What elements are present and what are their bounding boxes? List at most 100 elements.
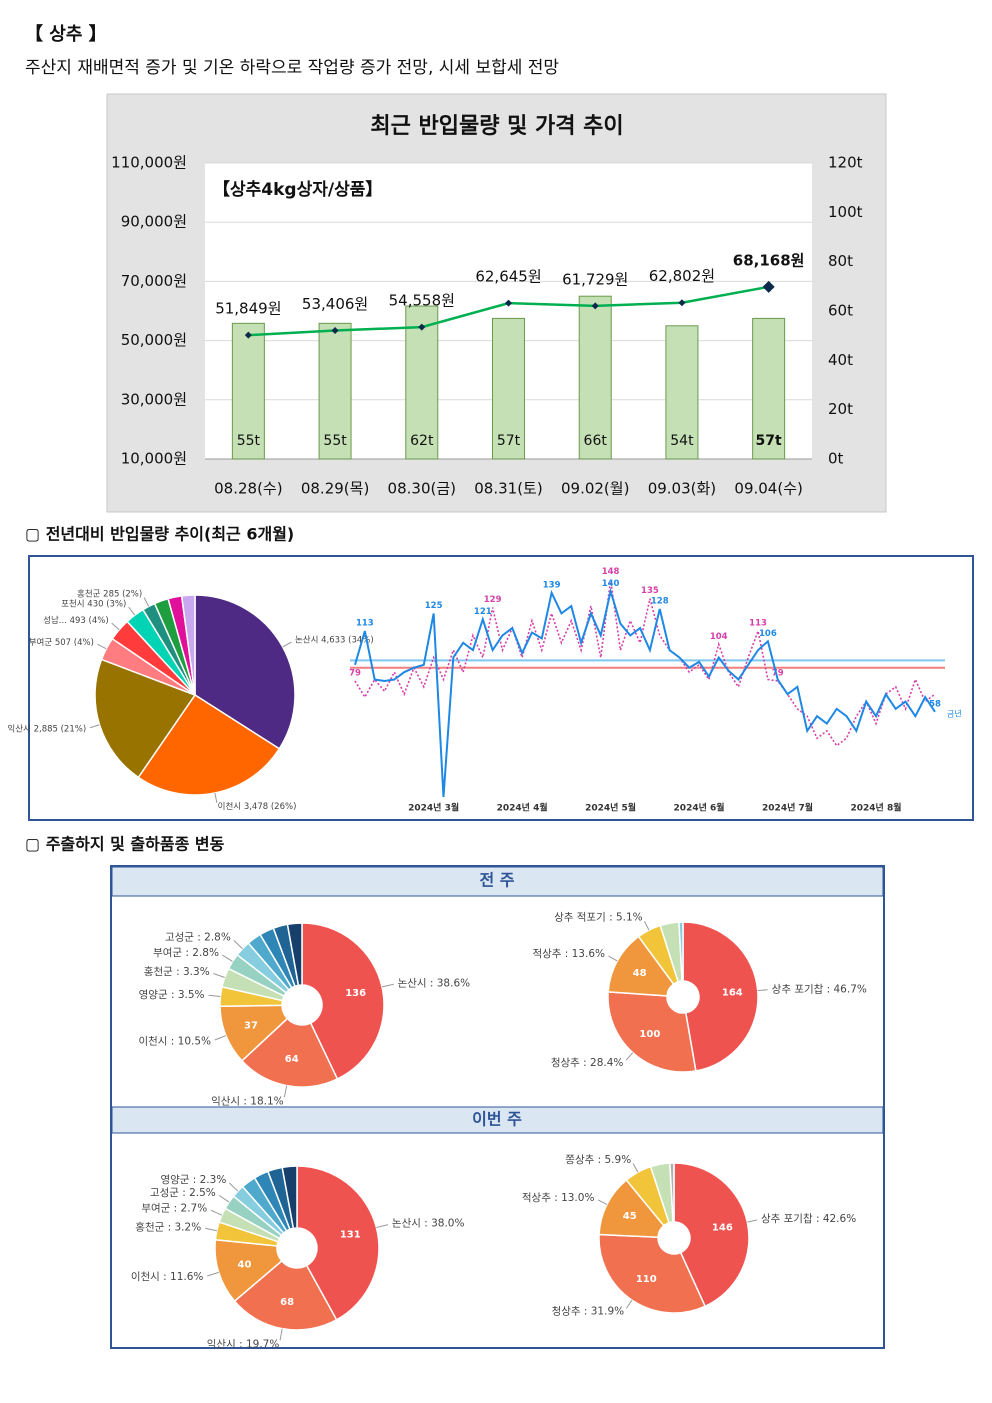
x-tick-label: 09.03(화) xyxy=(648,480,716,498)
point-label: 58 xyxy=(929,699,941,709)
panel-header xyxy=(111,866,884,897)
series-line xyxy=(354,579,936,747)
point-label: 113 xyxy=(749,619,767,629)
point-label: 125 xyxy=(425,601,443,611)
point-label: 129 xyxy=(484,595,502,605)
slice-value: 68 xyxy=(280,1297,294,1308)
slice xyxy=(301,922,385,1080)
slice-label: 영양군 : 3.5% xyxy=(139,989,205,1001)
slice xyxy=(669,1162,675,1223)
slice-label: 익산시 2,885 (21%) xyxy=(7,723,86,734)
slice-label: 쫑상추 : 5.9% xyxy=(565,1154,631,1166)
leader-line xyxy=(213,973,225,978)
price-label: 54,558원 xyxy=(389,292,455,310)
slice-label: 익산시 : 19.7% xyxy=(207,1338,280,1350)
leader-line xyxy=(747,1219,758,1223)
leader-line xyxy=(218,1194,230,1203)
slice-value: 136 xyxy=(345,988,366,999)
leader-line xyxy=(128,606,136,616)
leader-line xyxy=(204,1227,217,1232)
legend-label: 금년 xyxy=(947,708,962,718)
point-label: 140 xyxy=(602,579,620,589)
bar xyxy=(405,305,439,460)
slice xyxy=(607,935,675,997)
price-label: 68,168원 xyxy=(733,251,805,269)
slice xyxy=(233,1259,338,1331)
leader-line xyxy=(282,641,292,648)
slice-label: 고성군 : 2.8% xyxy=(165,932,231,944)
slice xyxy=(281,1165,298,1230)
x-tick-label: 2024년 4월 xyxy=(497,802,548,814)
point-label: 113 xyxy=(356,619,374,629)
slice-label: 상추 포기찹 : 42.6% xyxy=(761,1213,856,1225)
slice-value: 40 xyxy=(238,1259,252,1270)
price-marker xyxy=(244,331,252,339)
slice-label: 적상추 : 13.0% xyxy=(522,1192,595,1204)
section-title: ▢ 전년대비 반입물량 추이(최근 6개월) xyxy=(25,525,294,544)
section-title: ▢ 주출하지 및 출하품종 변동 xyxy=(25,835,225,854)
leader-line xyxy=(757,989,768,992)
leader-line xyxy=(97,643,107,650)
price-marker xyxy=(418,323,426,331)
leader-line xyxy=(214,792,218,803)
leader-line xyxy=(632,1163,639,1173)
point-label: 135 xyxy=(641,586,659,596)
y2-tick-label: 60t xyxy=(828,302,853,320)
slice-label: 성남... 493 (4%) xyxy=(43,616,109,626)
bar-label: 55t xyxy=(237,433,261,449)
price-marker xyxy=(762,280,775,293)
slice-label: 부여군 : 2.8% xyxy=(153,947,219,959)
slice-label: 청상추 : 28.4% xyxy=(551,1057,624,1069)
slice-label: 상추 포기찹 : 46.7% xyxy=(772,983,867,995)
bar-label: 57t xyxy=(756,433,782,449)
point-label: 128 xyxy=(651,597,669,607)
slice xyxy=(286,922,303,987)
leader-line xyxy=(222,954,233,962)
bar xyxy=(752,317,786,460)
slice xyxy=(296,1165,380,1321)
price-label: 61,729원 xyxy=(562,270,628,288)
point-label: 79 xyxy=(349,668,361,678)
slice-value: 37 xyxy=(244,1020,258,1031)
slice xyxy=(180,594,196,696)
bar xyxy=(578,295,612,460)
slice xyxy=(607,991,697,1073)
x-tick-label: 2024년 3월 xyxy=(408,802,459,814)
panel-title: 이번 주 xyxy=(472,1110,522,1129)
slice-label: 청상추 : 31.9% xyxy=(552,1306,625,1318)
x-tick-label: 09.04(수) xyxy=(734,480,802,498)
slice-label: 포천시 430 (3%) xyxy=(61,598,126,609)
leader-line xyxy=(643,921,650,931)
slice-value: 100 xyxy=(639,1029,660,1040)
bar xyxy=(231,322,265,460)
y2-tick-label: 120t xyxy=(828,154,863,172)
leader-line xyxy=(214,1035,227,1041)
x-tick-label: 09.02(월) xyxy=(561,480,629,498)
price-marker xyxy=(331,327,339,335)
y2-tick-label: 40t xyxy=(828,351,853,369)
bar xyxy=(665,325,699,460)
slice-value: 164 xyxy=(722,988,743,999)
point-label: 121 xyxy=(474,607,492,617)
bar-label: 54t xyxy=(670,433,694,449)
bar xyxy=(318,322,352,460)
slice-value: 48 xyxy=(633,968,647,979)
point-label: 148 xyxy=(602,567,620,577)
bar-label: 62t xyxy=(410,433,434,449)
slice-value: 146 xyxy=(712,1222,733,1233)
y-tick-label: 90,000원 xyxy=(121,213,187,231)
x-tick-label: 2024년 6월 xyxy=(674,802,725,814)
slice-label: 홍천군 : 3.3% xyxy=(144,965,210,978)
bar xyxy=(492,317,525,460)
price-marker xyxy=(678,299,686,307)
y-tick-label: 110,000원 xyxy=(111,154,187,172)
x-tick-label: 2024년 8월 xyxy=(851,802,902,814)
point-label: 139 xyxy=(543,580,561,590)
slice-label: 고성군 : 2.5% xyxy=(150,1187,216,1199)
slice xyxy=(240,1017,339,1088)
price-label: 62,802원 xyxy=(649,267,715,285)
x-tick-label: 2024년 5월 xyxy=(585,802,636,814)
slice-value: 64 xyxy=(285,1054,299,1065)
chart-title: 최근 반입물량 및 가격 추이 xyxy=(370,114,623,139)
